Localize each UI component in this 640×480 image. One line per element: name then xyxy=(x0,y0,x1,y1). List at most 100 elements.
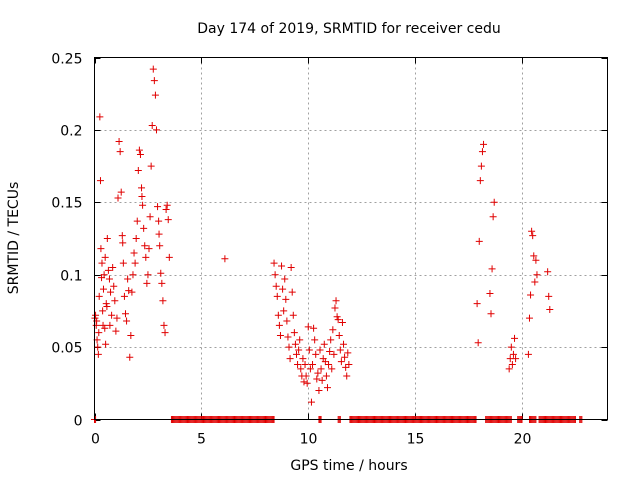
data-point xyxy=(528,227,536,235)
data-point xyxy=(138,193,146,201)
data-point xyxy=(330,350,338,358)
data-point xyxy=(345,360,353,368)
plot-frame xyxy=(94,57,608,420)
data-point xyxy=(147,162,155,170)
data-point xyxy=(152,126,160,134)
data-point xyxy=(546,305,554,313)
data-point xyxy=(509,350,517,358)
data-point xyxy=(96,113,104,121)
data-point xyxy=(272,282,280,290)
data-point xyxy=(160,321,168,329)
data-point xyxy=(151,91,159,99)
data-point xyxy=(307,398,315,406)
data-point xyxy=(322,372,330,380)
data-point xyxy=(119,239,127,247)
y-tick-label: 0.1 xyxy=(60,269,82,285)
data-point xyxy=(114,194,122,202)
data-point xyxy=(155,230,163,238)
data-point xyxy=(95,329,103,337)
data-point xyxy=(531,278,539,286)
data-point xyxy=(480,140,488,148)
axis-ticks xyxy=(94,57,608,421)
data-point xyxy=(139,201,147,209)
data-point xyxy=(276,332,284,340)
data-points xyxy=(91,65,586,423)
data-point xyxy=(331,304,339,312)
data-point xyxy=(129,271,137,279)
data-point xyxy=(320,340,328,348)
data-point xyxy=(221,255,229,263)
data-point xyxy=(156,242,164,250)
data-point xyxy=(299,355,307,363)
data-point xyxy=(327,336,335,344)
data-point xyxy=(123,317,131,325)
data-point xyxy=(126,353,134,361)
data-point xyxy=(477,162,485,170)
data-point xyxy=(159,297,167,305)
data-point xyxy=(132,235,140,242)
x-tick-label: 0 xyxy=(91,432,100,448)
data-point xyxy=(283,317,291,325)
data-point xyxy=(164,216,172,224)
data-point xyxy=(476,177,484,185)
data-point xyxy=(338,318,346,326)
data-point xyxy=(530,252,538,260)
data-point xyxy=(303,379,311,387)
data-point xyxy=(131,259,139,267)
data-point xyxy=(124,275,132,283)
data-point xyxy=(286,355,294,363)
data-point xyxy=(309,360,317,368)
data-point xyxy=(105,275,113,283)
data-point xyxy=(113,314,121,322)
data-point xyxy=(282,295,290,303)
y-tick-label: 0.25 xyxy=(51,52,82,68)
data-point xyxy=(291,340,299,348)
data-point xyxy=(505,365,513,373)
data-point xyxy=(305,346,313,354)
y-tick-label: 0.15 xyxy=(51,196,82,212)
x-tick-label: 10 xyxy=(300,432,318,448)
y-tick-label: 0.2 xyxy=(60,124,82,140)
data-point xyxy=(112,327,120,335)
data-point xyxy=(157,269,165,277)
data-point xyxy=(162,206,170,214)
data-point xyxy=(321,358,329,366)
data-point xyxy=(288,288,296,296)
data-point xyxy=(306,365,314,373)
data-point xyxy=(334,316,342,324)
data-point xyxy=(512,355,520,363)
data-point xyxy=(120,292,128,300)
data-point xyxy=(343,372,351,380)
x-tick-label: 20 xyxy=(514,432,532,448)
data-point xyxy=(281,275,289,283)
data-point xyxy=(165,253,173,261)
data-point xyxy=(294,360,302,368)
data-point xyxy=(108,311,116,319)
data-point xyxy=(274,311,282,319)
data-point xyxy=(103,303,111,311)
data-point xyxy=(292,350,300,358)
data-point xyxy=(344,349,352,357)
data-point xyxy=(490,198,498,206)
data-point xyxy=(106,321,114,329)
data-point xyxy=(313,375,321,383)
data-point xyxy=(323,384,331,392)
data-point xyxy=(141,242,149,250)
data-point xyxy=(99,321,107,329)
x-tick-label: 15 xyxy=(407,432,425,448)
data-point xyxy=(99,307,107,315)
data-point xyxy=(316,346,324,354)
data-point xyxy=(102,340,110,348)
data-point xyxy=(97,245,105,253)
data-point xyxy=(341,353,349,361)
data-point xyxy=(278,262,286,270)
data-point xyxy=(135,146,143,154)
data-point xyxy=(142,253,150,261)
data-point xyxy=(318,376,326,384)
grid-lines xyxy=(94,57,608,420)
data-point xyxy=(101,324,109,332)
data-point xyxy=(138,184,146,192)
data-point xyxy=(127,332,135,340)
data-point xyxy=(332,297,340,305)
data-point xyxy=(297,365,305,373)
